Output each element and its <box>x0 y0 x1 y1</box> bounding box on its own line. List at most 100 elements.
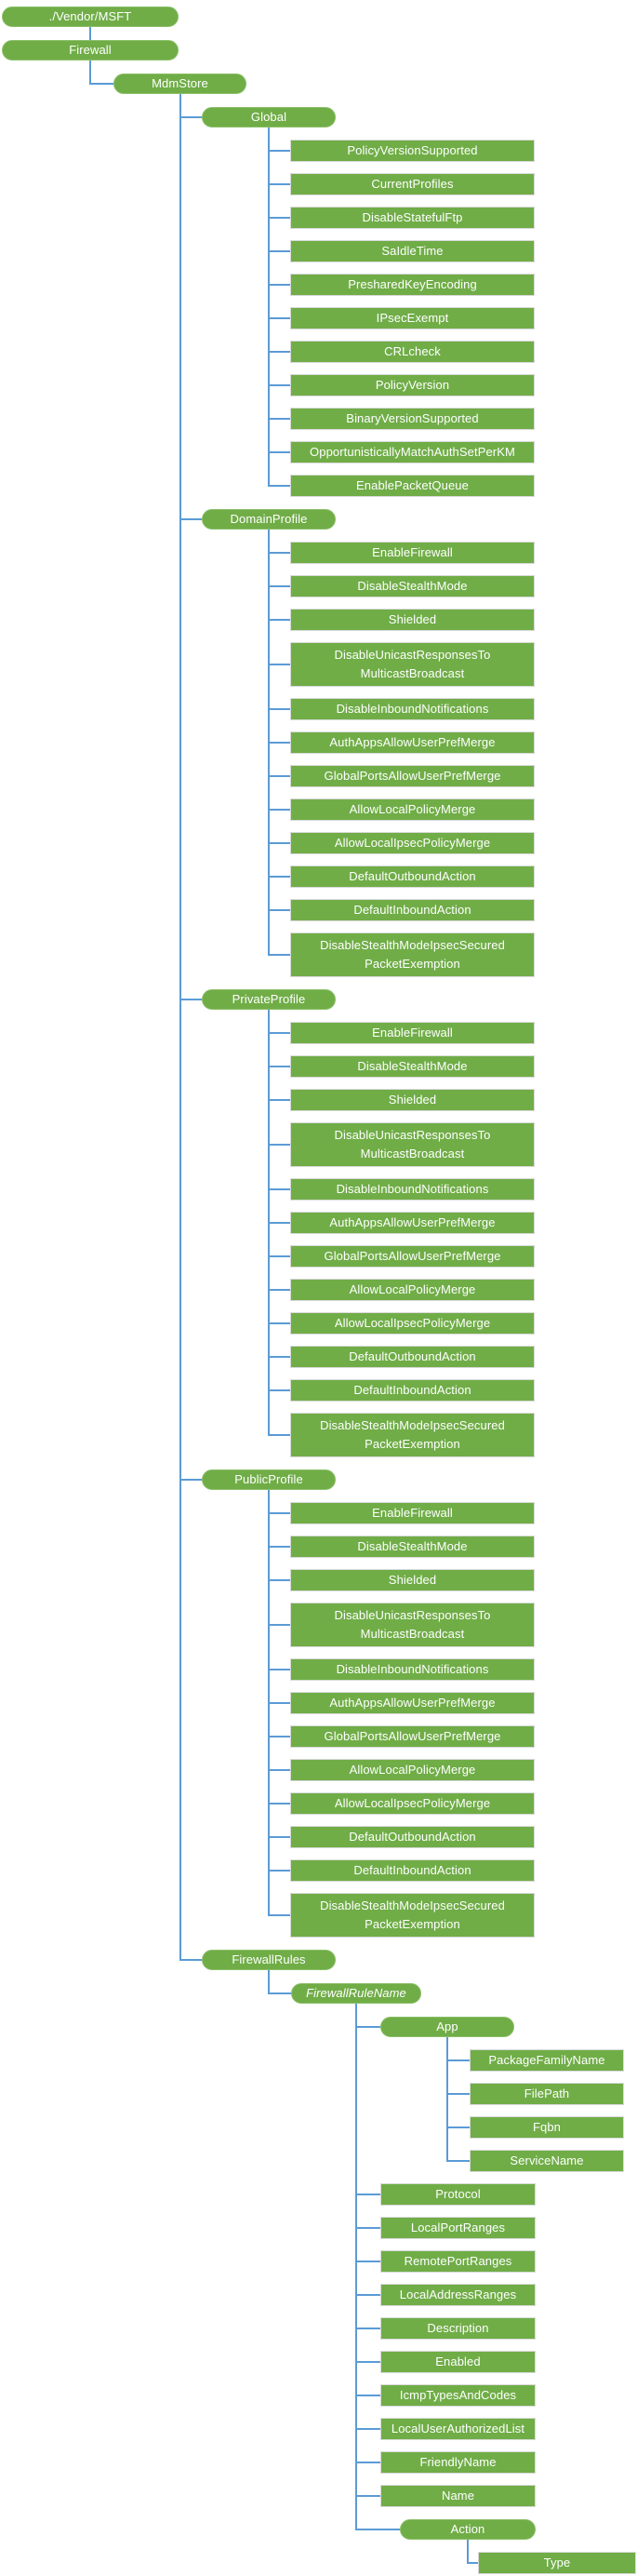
connector-line <box>268 585 290 587</box>
node-ipsecexempt: IPsecExempt <box>290 307 535 329</box>
node-disableunicastresponsesto-multicastbroadcast: DisableUnicastResponsesTo MulticastBroad… <box>290 642 535 687</box>
node-privateprofile: PrivateProfile <box>202 989 336 1010</box>
connector-line <box>268 127 270 486</box>
node-packagefamilyname: PackageFamilyName <box>470 2049 624 2072</box>
node-allowlocalipsecpolicymerge: AllowLocalIpsecPolicyMerge <box>290 1312 535 1335</box>
connector-line <box>268 775 290 777</box>
node-global: Global <box>202 107 336 127</box>
connector-line <box>268 1144 290 1146</box>
node-friendlyname: FriendlyName <box>380 2451 536 2474</box>
node-policyversion: PolicyVersion <box>290 374 535 396</box>
connector-line <box>355 2227 380 2229</box>
connector-line <box>355 2462 380 2463</box>
connector-line <box>268 1546 290 1548</box>
connector-line <box>268 384 290 386</box>
connector-line <box>268 1736 290 1737</box>
node-publicprofile: PublicProfile <box>202 1469 336 1490</box>
node-disablestealthmodeipsecsecured-packetexemption: DisableStealthModeIpsecSecured PacketExe… <box>290 1413 535 1457</box>
node-shielded: Shielded <box>290 609 535 631</box>
node-globalportsallowuserprefmerge: GlobalPortsAllowUserPrefMerge <box>290 1245 535 1268</box>
node-localaddressranges: LocalAddressRanges <box>380 2284 536 2306</box>
connector-line <box>355 2361 380 2363</box>
node-fqbn: Fqbn <box>470 2116 624 2139</box>
node-firewallrules: FirewallRules <box>202 1950 336 1970</box>
connector-line <box>268 1970 270 1993</box>
connector-line <box>268 1066 290 1067</box>
node-mdmstore: MdmStore <box>113 74 246 94</box>
connector-line <box>268 909 290 911</box>
node-servicename: ServiceName <box>470 2150 624 2172</box>
connector-line <box>268 1099 290 1101</box>
connector-line <box>268 1702 290 1704</box>
connector-line <box>268 708 290 710</box>
connector-line <box>268 150 290 152</box>
connector-line <box>467 2540 469 2563</box>
node-currentprofiles: CurrentProfiles <box>290 173 535 195</box>
node-authappsallowuserprefmerge: AuthAppsAllowUserPrefMerge <box>290 1692 535 1714</box>
node-policyversionsupported: PolicyVersionSupported <box>290 140 535 162</box>
connector-line <box>268 742 290 744</box>
connector-line <box>179 116 202 118</box>
node-icmptypesandcodes: IcmpTypesAndCodes <box>380 2384 536 2407</box>
connector-line <box>355 2026 380 2028</box>
connector-line <box>355 2428 380 2430</box>
connector-line <box>179 1959 202 1961</box>
node-enabled: Enabled <box>380 2351 536 2373</box>
node-description: Description <box>380 2317 536 2340</box>
connector-line <box>268 1992 291 1994</box>
connector-line <box>268 1624 290 1626</box>
node-opportunisticallymatchauthsetperkm: OpportunisticallyMatchAuthSetPerKM <box>290 441 535 463</box>
node-protocol: Protocol <box>380 2183 536 2206</box>
connector-line <box>268 1914 290 1916</box>
node-disableunicastresponsesto-multicastbroadcast: DisableUnicastResponsesTo MulticastBroad… <box>290 1122 535 1167</box>
node-binaryversionsupported: BinaryVersionSupported <box>290 408 535 430</box>
node-disableinboundnotifications: DisableInboundNotifications <box>290 1658 535 1681</box>
node-allowlocalipsecpolicymerge: AllowLocalIpsecPolicyMerge <box>290 1792 535 1815</box>
node-disablestealthmode: DisableStealthMode <box>290 575 535 597</box>
connector-line <box>89 83 113 85</box>
connector-line <box>179 518 202 520</box>
connector-line <box>355 2395 380 2396</box>
connector-line <box>268 1434 290 1436</box>
connector-line <box>268 809 290 811</box>
node-globalportsallowuserprefmerge: GlobalPortsAllowUserPrefMerge <box>290 765 535 787</box>
connector-line <box>355 2294 380 2296</box>
connector-line <box>268 451 290 453</box>
connector-line <box>446 2127 470 2128</box>
node-authappsallowuserprefmerge: AuthAppsAllowUserPrefMerge <box>290 1212 535 1234</box>
node-domainprofile: DomainProfile <box>202 509 336 530</box>
node-defaultinboundaction: DefaultInboundAction <box>290 1379 535 1402</box>
node-localuserauthorizedlist: LocalUserAuthorizedList <box>380 2418 536 2440</box>
node-allowlocalpolicymerge: AllowLocalPolicyMerge <box>290 798 535 821</box>
node-localportranges: LocalPortRanges <box>380 2217 536 2239</box>
node-allowlocalpolicymerge: AllowLocalPolicyMerge <box>290 1759 535 1781</box>
connector-line <box>268 1188 290 1190</box>
connector-line <box>89 27 91 40</box>
connector-line <box>355 2261 380 2262</box>
connector-line <box>179 1479 202 1481</box>
connector-line <box>268 1222 290 1224</box>
connector-line <box>355 2004 357 2529</box>
node-enablepacketqueue: EnablePacketQueue <box>290 475 535 497</box>
node-presharedkeyencoding: PresharedKeyEncoding <box>290 274 535 296</box>
connector-line <box>268 1579 290 1581</box>
node-app: App <box>380 2017 514 2037</box>
connector-line <box>179 999 202 1000</box>
node-disablestealthmodeipsecsecured-packetexemption: DisableStealthModeIpsecSecured PacketExe… <box>290 932 535 977</box>
connector-line <box>268 1032 290 1034</box>
connector-line <box>268 1322 290 1324</box>
node-name: Name <box>380 2485 536 2507</box>
node-defaultoutboundaction: DefaultOutboundAction <box>290 865 535 888</box>
connector-line <box>268 1769 290 1771</box>
node-disablestealthmode: DisableStealthMode <box>290 1536 535 1558</box>
node-disablestealthmode: DisableStealthMode <box>290 1055 535 1078</box>
connector-line <box>355 2328 380 2329</box>
connector-line <box>268 183 290 185</box>
connector-line <box>268 1836 290 1838</box>
connector-line <box>268 418 290 420</box>
node-globalportsallowuserprefmerge: GlobalPortsAllowUserPrefMerge <box>290 1725 535 1748</box>
node-disableunicastresponsesto-multicastbroadcast: DisableUnicastResponsesTo MulticastBroad… <box>290 1603 535 1647</box>
node-authappsallowuserprefmerge: AuthAppsAllowUserPrefMerge <box>290 731 535 754</box>
node-firewall: Firewall <box>2 40 179 60</box>
connector-line <box>268 876 290 878</box>
